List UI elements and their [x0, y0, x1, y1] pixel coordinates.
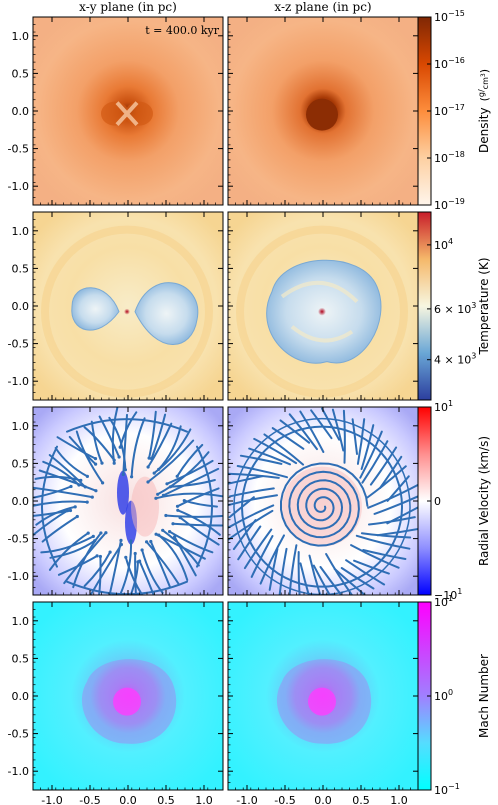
mach-number-panel-xy: [33, 602, 223, 790]
y-tick-label: 0.5: [12, 67, 30, 80]
density-panel-xy: [33, 17, 223, 205]
colorbar-tick-label: 100: [434, 688, 453, 703]
y-tick-label: -0.5: [8, 143, 29, 156]
density-colorbar-label: Density(g/cm3): [477, 69, 491, 153]
x-tick-label: -0.5: [274, 794, 295, 805]
y-tick-label: 1.0: [12, 30, 30, 43]
streamlines: [228, 407, 418, 595]
mach-number-panel-xz: [228, 602, 418, 790]
y-tick-label: 1.0: [12, 420, 30, 433]
mach-number-colorbar-label: Mach Number: [477, 654, 491, 738]
density-axes-xy: -1.0 -0.5 0.0 0.5 1.0: [8, 16, 224, 206]
y-tick-label: 0.0: [12, 300, 30, 313]
y-tick-label: 0.5: [12, 262, 30, 275]
y-tick-label: -1.0: [8, 765, 29, 778]
colorbar-tick-label: 10−1: [434, 782, 460, 797]
time-annotation: t = 400.0 kyr: [145, 24, 219, 37]
colorbar-tick-label: 10−16: [434, 56, 465, 71]
colorbar-tick-label: 10−19: [434, 197, 465, 212]
dense-core: [306, 98, 338, 131]
radial-velocity-panel-xz: [228, 407, 418, 595]
x-tick-label: 1.0: [390, 794, 408, 805]
radial-velocity-axes-xy: -1.0 -0.5 0.0 0.5 1.0: [8, 406, 224, 596]
y-tick-label: -1.0: [8, 375, 29, 388]
y-tick-label: 0.0: [12, 495, 30, 508]
colorbar-tick-label: 10−15: [434, 9, 465, 24]
temperature-panel-xy: [33, 212, 223, 400]
y-tick-label: 1.0: [12, 225, 30, 238]
x-tick-label: -0.5: [79, 794, 100, 805]
y-tick-label: 0.5: [12, 457, 30, 470]
temperature-colorbar: 104 6 × 103 4 × 103: [417, 211, 476, 401]
mach-number-colorbar: 101 100 10−1: [417, 594, 460, 797]
radial-velocity-colorbar-label: Radial Velocity (km/s): [477, 436, 491, 566]
y-tick-label: 0.0: [12, 105, 30, 118]
temperature-axes-xy: -1.0 -0.5 0.0 0.5 1.0: [8, 211, 224, 401]
colorbar-tick-label: 0: [434, 495, 441, 508]
spiral-streamline: [280, 462, 369, 547]
x-tick-label: 0.0: [314, 794, 332, 805]
x-tick-label: 0.5: [352, 794, 370, 805]
column-title-xz: x-z plane (in pc): [274, 0, 371, 14]
density-panel-xz: [228, 17, 418, 205]
streamlines: [33, 407, 223, 595]
colorbar-tick-label: 6 × 103: [434, 301, 476, 316]
y-tick-label: -0.5: [8, 338, 29, 351]
colorbar-tick-label: −101: [434, 587, 462, 602]
y-tick-label: -0.5: [8, 533, 29, 546]
colorbar-tick-label: 4 × 103: [434, 352, 476, 367]
radial-velocity-panel-xy: [33, 407, 223, 595]
colorbar-tick-label: 104: [434, 237, 453, 252]
colorbar-tick-label: 101: [434, 399, 453, 414]
colorbar-tick-label: 10−17: [434, 103, 465, 118]
x-tick-label: 0.5: [157, 794, 175, 805]
cold-lobe-right: [134, 282, 199, 345]
y-tick-label: 1.0: [12, 615, 30, 628]
cold-lobe-left: [71, 287, 120, 331]
y-tick-label: 0.0: [12, 690, 30, 703]
colorbar-tick-label: 101: [434, 594, 453, 609]
temperature-colorbar-label: Temperature (K): [477, 257, 491, 355]
y-tick-label: 0.5: [12, 652, 30, 665]
x-tick-label: 0.0: [119, 794, 137, 805]
column-title-xy: x-y plane (in pc): [79, 0, 177, 14]
x-tick-label: -1.0: [41, 794, 62, 805]
y-tick-label: -0.5: [8, 728, 29, 741]
temperature-panel-xz: [228, 212, 418, 400]
y-tick-label: -1.0: [8, 180, 29, 193]
mach-number-axes-xy: -1.0 -1.0 -0.5 -0.5 0.0 0.0 0.5 0.5 1.0 1.0: [8, 601, 224, 805]
y-tick-label: -1.0: [8, 570, 29, 583]
density-colorbar: 10−15 10−16 10−17 10−18 10−19: [417, 9, 465, 212]
x-tick-label: 1.0: [195, 794, 213, 805]
colorbar-tick-label: 10−18: [434, 150, 465, 165]
x-tick-label: -1.0: [236, 794, 257, 805]
radial-velocity-colorbar: 101 0 −101: [417, 399, 462, 602]
